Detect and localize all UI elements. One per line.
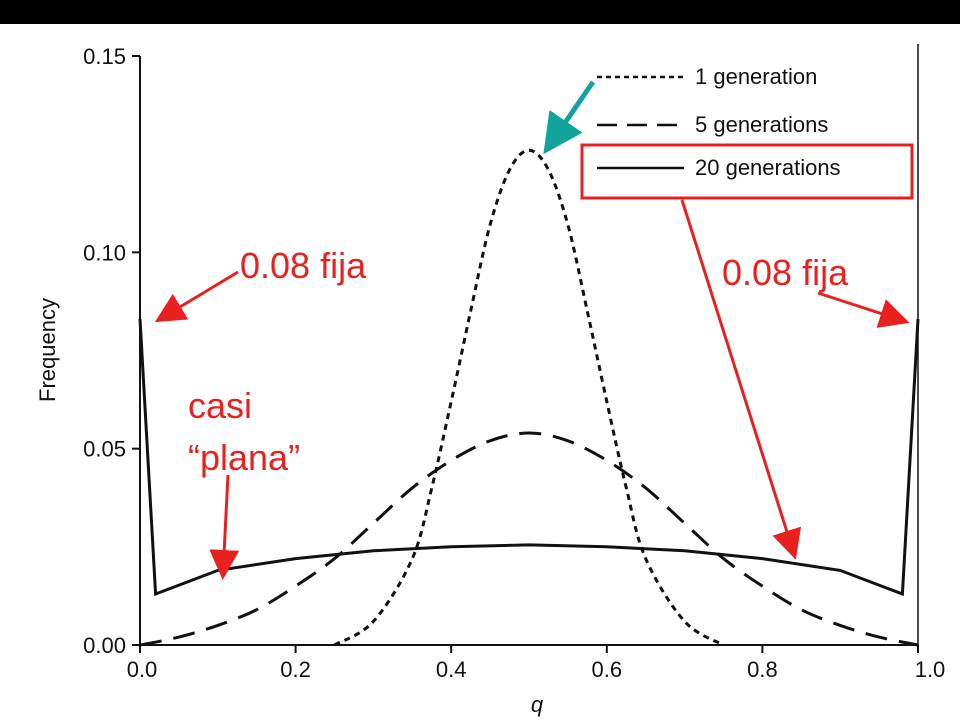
x-axis-label: q: [531, 692, 544, 717]
top-black-bar: [0, 0, 960, 24]
arrow-fija-right: [817, 291, 910, 328]
series-group: [138, 148, 920, 647]
x-tick-label: 0.8: [747, 657, 778, 682]
x-tick-label: 1.0: [915, 657, 946, 682]
ticks-group: 0.00 0.05 0.10 0.15 0.0 0.2 0.4 0.6 0.8 1.0: [83, 44, 945, 682]
teal-arrow: [543, 80, 596, 155]
annotations: 0.08 fija 0.08 fija casi “plana”: [154, 80, 910, 580]
annotation-fija-left: 0.08 fija: [240, 245, 367, 286]
legend: 1 generation 5 generations 20 generation…: [580, 64, 914, 200]
x-tick-label: 0.2: [280, 657, 311, 682]
annotation-casi: casi: [188, 385, 252, 426]
legend-label-20: 20 generations: [695, 155, 841, 180]
series-line-1-generation: [333, 148, 725, 647]
y-tick-label: 0.05: [83, 437, 126, 462]
y-tick-label: 0.15: [83, 44, 126, 69]
legend-highlight-box: [580, 143, 914, 200]
arrow-plana: [209, 474, 240, 580]
legend-label-5: 5 generations: [695, 112, 828, 137]
x-tick-label: 0.6: [592, 657, 623, 682]
y-axis-label: Frequency: [35, 298, 60, 402]
arrow-fija-left: [154, 270, 239, 323]
annotation-fija-right: 0.08 fija: [722, 252, 849, 293]
legend-label-1: 1 generation: [695, 64, 817, 89]
x-tick-label: 0.0: [127, 657, 158, 682]
annotation-plana: “plana”: [188, 437, 300, 478]
arrow-20-generations: [680, 199, 802, 560]
y-tick-label: 0.10: [83, 240, 126, 265]
y-tick-label: 0.00: [83, 633, 126, 658]
series-line-5-generations: [139, 431, 919, 647]
x-tick-label: 0.4: [436, 657, 467, 682]
